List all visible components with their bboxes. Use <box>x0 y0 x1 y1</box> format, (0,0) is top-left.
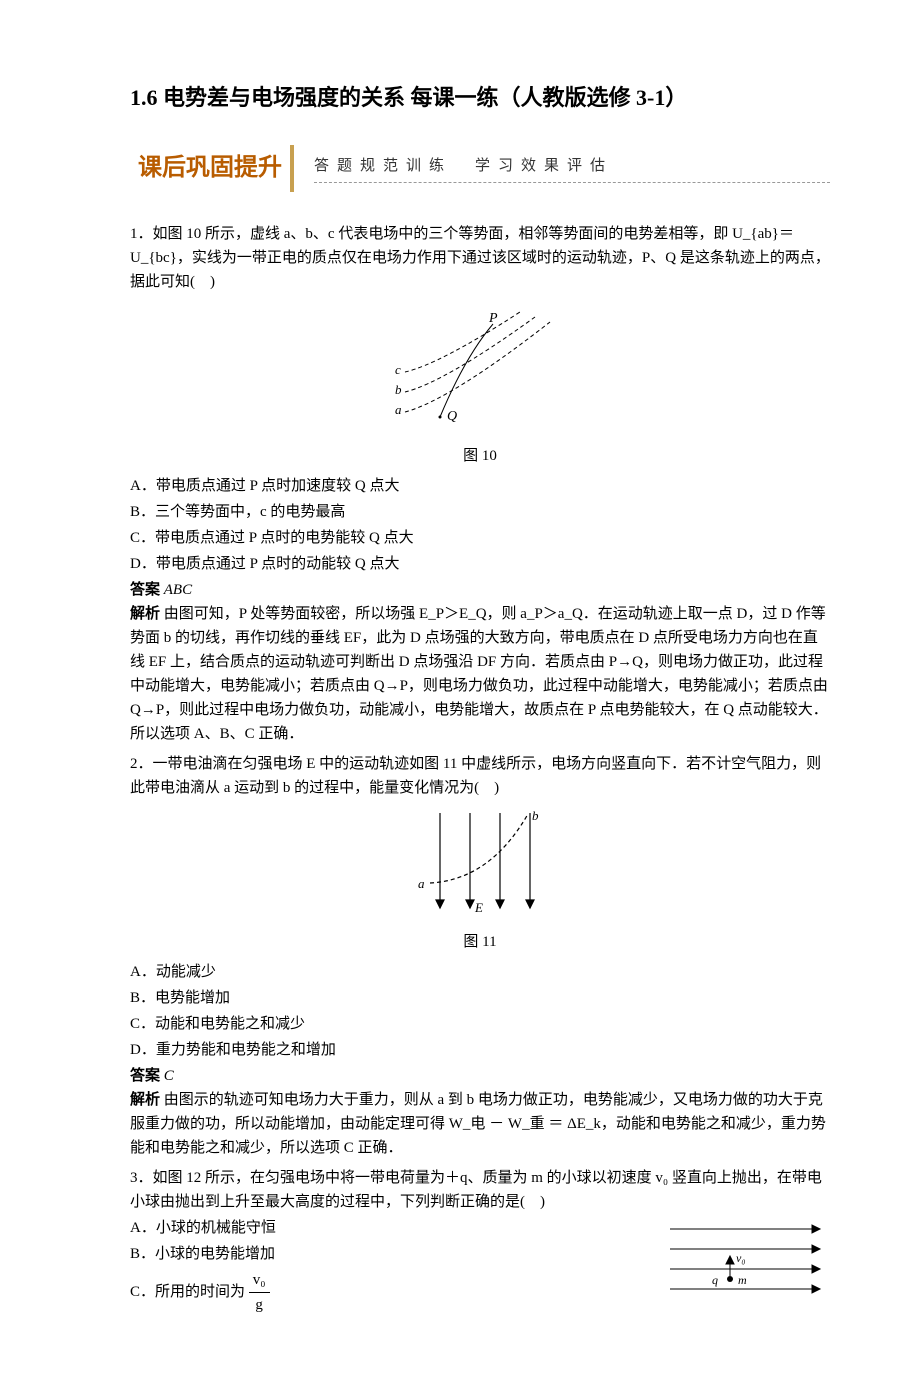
fig10-label-b: b <box>395 382 402 397</box>
q3-option-c: C．所用的时间为 v₀ g <box>130 1268 640 1317</box>
q1-explanation-text: 由图可知，P 处等势面较密，所以场强 E_P＞E_Q，则 a_P＞a_Q．在运动… <box>130 606 828 742</box>
banner-box: 课后巩固提升 <box>130 145 294 191</box>
figure-11: a b E <box>130 808 830 926</box>
explanation-label: 解析 <box>130 1092 160 1108</box>
section-banner: 课后巩固提升 答题规范训练 学习效果评估 <box>130 145 830 191</box>
q1-option-a: A．带电质点通过 P 点时加速度较 Q 点大 <box>130 474 830 498</box>
q2-answer-value: C <box>164 1068 174 1084</box>
question-3: 3．如图 12 所示，在匀强电场中将一带电荷量为＋q、质量为 m 的小球以初速度… <box>130 1166 830 1319</box>
fig11-label-b: b <box>532 808 539 823</box>
q3-option-c-prefix: C．所用的时间为 <box>130 1284 245 1300</box>
q2-answer: 答案 C <box>130 1064 830 1088</box>
q3-options: A．小球的机械能守恒 B．小球的电势能增加 C．所用的时间为 v₀ g <box>130 1214 640 1319</box>
q2-explanation: 解析 由图示的轨迹可知电场力大于重力，则从 a 到 b 电场力做正功，电势能减少… <box>130 1088 830 1160</box>
banner-subtitle: 答题规范训练 学习效果评估 <box>314 154 830 183</box>
fig11-label-E: E <box>474 900 483 915</box>
fig10-label-a: a <box>395 402 402 417</box>
q3-stem: 3．如图 12 所示，在匀强电场中将一带电荷量为＋q、质量为 m 的小球以初速度… <box>130 1166 830 1214</box>
q2-option-b: B．电势能增加 <box>130 986 830 1010</box>
q1-stem: 1．如图 10 所示，虚线 a、b、c 代表电场中的三个等势面，相邻等势面间的电… <box>130 222 830 294</box>
figure-12: v₀ q m <box>660 1214 830 1312</box>
question-1: 1．如图 10 所示，虚线 a、b、c 代表电场中的三个等势面，相邻等势面间的电… <box>130 222 830 746</box>
figure-10: P Q c b a <box>130 302 830 440</box>
q1-answer-value: ABC <box>164 582 192 598</box>
q1-option-b: B．三个等势面中，c 的电势最高 <box>130 500 830 524</box>
q1-options: A．带电质点通过 P 点时加速度较 Q 点大 B．三个等势面中，c 的电势最高 … <box>130 474 830 576</box>
q1-explanation: 解析 由图可知，P 处等势面较密，所以场强 E_P＞E_Q，则 a_P＞a_Q．… <box>130 602 830 746</box>
q3-optc-num: v₀ <box>249 1268 270 1293</box>
q3-option-a: A．小球的机械能守恒 <box>130 1216 640 1240</box>
answer-label: 答案 <box>130 582 160 598</box>
figure-11-caption: 图 11 <box>130 930 830 954</box>
q3-option-b: B．小球的电势能增加 <box>130 1242 640 1266</box>
answer-label: 答案 <box>130 1068 160 1084</box>
fig12-label-v0: v₀ <box>736 1251 746 1265</box>
fig10-label-c: c <box>395 362 401 377</box>
q2-stem: 2．一带电油滴在匀强电场 E 中的运动轨迹如图 11 中虚线所示，电场方向竖直向… <box>130 752 830 800</box>
q1-answer: 答案 ABC <box>130 578 830 602</box>
q2-explanation-text: 由图示的轨迹可知电场力大于重力，则从 a 到 b 电场力做正功，电势能减少，又电… <box>130 1092 826 1156</box>
page-title: 1.6 电势差与电场强度的关系 每课一练（人教版选修 3-1） <box>130 80 830 115</box>
fig12-label-q: q <box>712 1273 718 1287</box>
q3-optc-den: g <box>249 1293 270 1317</box>
fig10-label-P: P <box>488 311 498 326</box>
question-2: 2．一带电油滴在匀强电场 E 中的运动轨迹如图 11 中虚线所示，电场方向竖直向… <box>130 752 830 1160</box>
q1-option-d: D．带电质点通过 P 点时的动能较 Q 点大 <box>130 552 830 576</box>
q2-option-c: C．动能和电势能之和减少 <box>130 1012 830 1036</box>
fig11-label-a: a <box>418 876 425 891</box>
q1-option-c: C．带电质点通过 P 点时的电势能较 Q 点大 <box>130 526 830 550</box>
q2-options: A．动能减少 B．电势能增加 C．动能和电势能之和减少 D．重力势能和电势能之和… <box>130 960 830 1062</box>
q2-option-a: A．动能减少 <box>130 960 830 984</box>
figure-10-caption: 图 10 <box>130 444 830 468</box>
fig12-label-m: m <box>738 1273 747 1287</box>
fig10-label-Q: Q <box>447 409 457 424</box>
q2-option-d: D．重力势能和电势能之和增加 <box>130 1038 830 1062</box>
explanation-label: 解析 <box>130 606 160 622</box>
